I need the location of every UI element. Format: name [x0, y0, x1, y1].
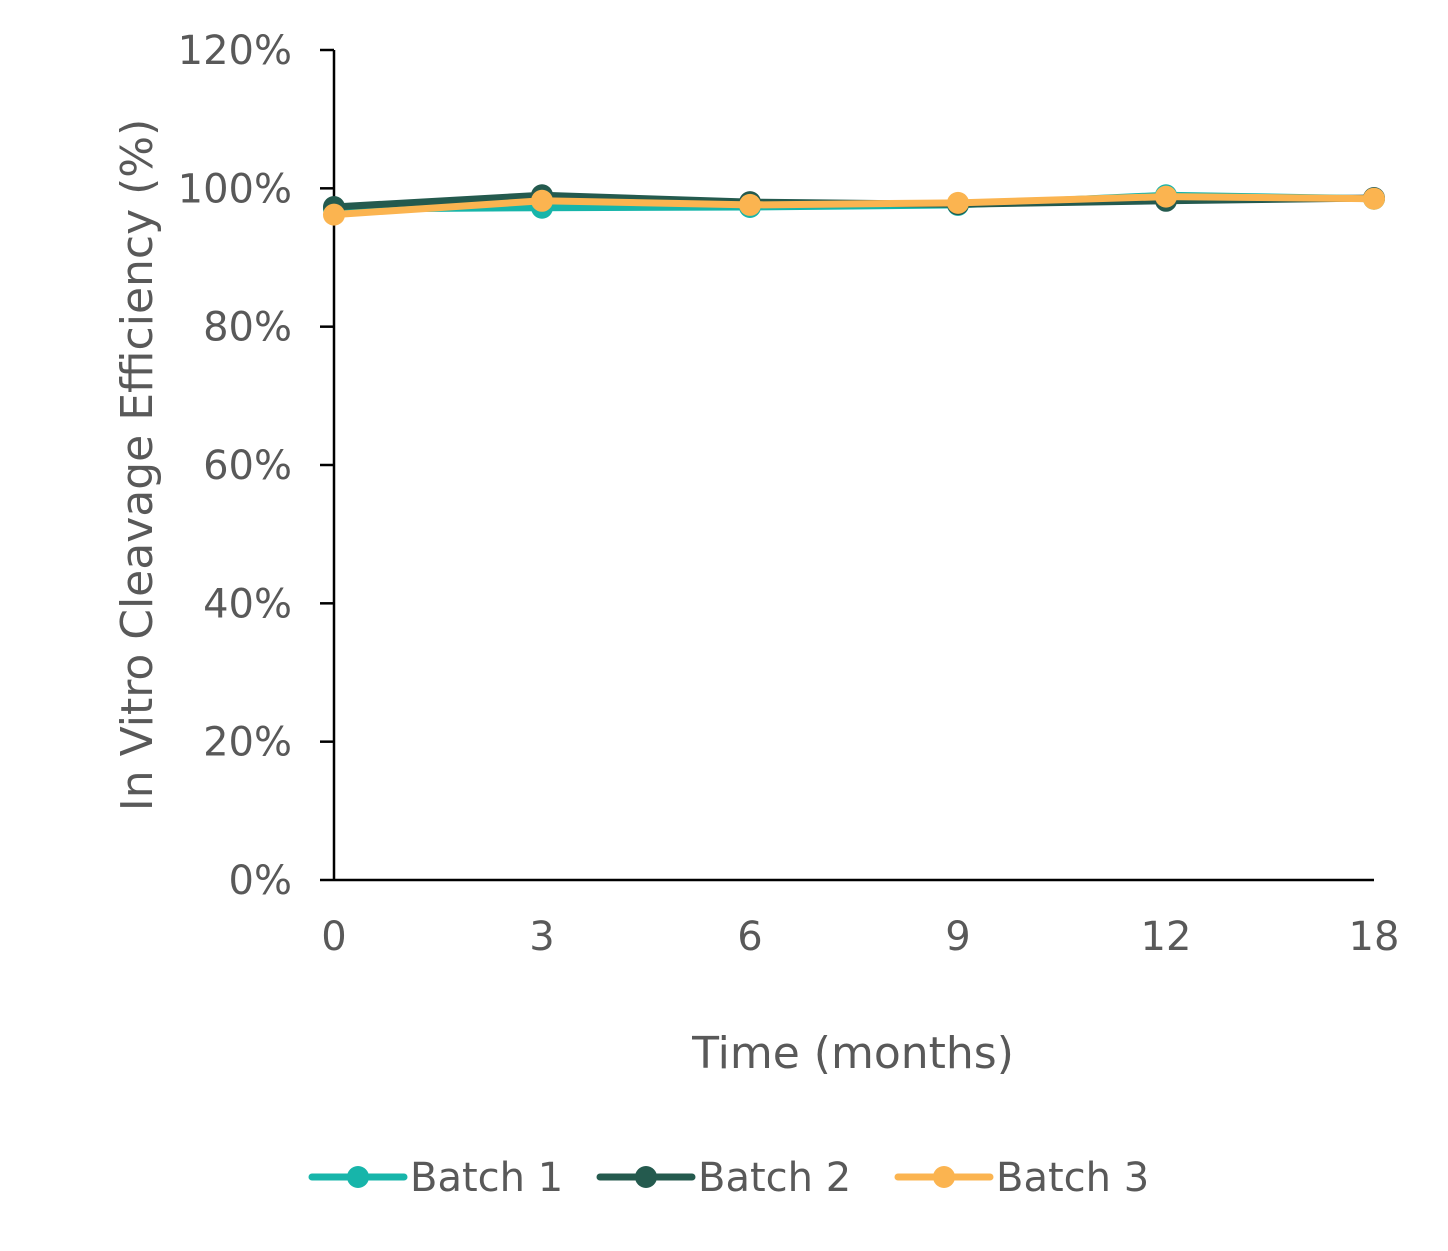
- x-tick-label: 9: [945, 914, 970, 960]
- y-axis-ticks: 0% 20% 40% 60% 80% 100% 120%: [178, 28, 334, 904]
- legend-label: Batch 1: [410, 1155, 563, 1201]
- data-point: [947, 191, 969, 214]
- data-point: [323, 203, 345, 226]
- data-point: [739, 193, 761, 216]
- data-point: [531, 189, 553, 212]
- axes: [332, 50, 1374, 882]
- x-axis-title: Time (months): [691, 1028, 1014, 1079]
- series-3: [323, 185, 1385, 226]
- y-tick-label: 60%: [203, 443, 292, 489]
- legend: Batch 1 Batch 2 Batch 3: [308, 1155, 1149, 1201]
- x-tick-label: 6: [737, 914, 762, 960]
- y-tick-label: 120%: [178, 28, 292, 74]
- y-tick-label: 20%: [203, 720, 292, 766]
- legend-item: Batch 2: [596, 1155, 851, 1201]
- x-tick-label: 0: [321, 914, 346, 960]
- series-layer: [323, 184, 1385, 226]
- series-line: [330, 193, 1378, 219]
- y-tick-label: 40%: [203, 581, 292, 627]
- data-point: [1363, 187, 1385, 210]
- x-tick-label: 18: [1349, 914, 1400, 960]
- y-axis-title: In Vitro Cleavage Efficiency (%): [112, 119, 163, 812]
- legend-swatch-marker: [635, 1166, 657, 1188]
- legend-label: Batch 3: [996, 1155, 1149, 1201]
- legend-swatch-marker: [347, 1166, 369, 1188]
- legend-label: Batch 2: [698, 1155, 851, 1201]
- legend-swatch-marker: [933, 1166, 955, 1188]
- legend-item: Batch 1: [308, 1155, 563, 1201]
- x-axis-ticks: 0 3 6 9 12 18: [321, 914, 1399, 960]
- x-tick-label: 3: [529, 914, 554, 960]
- y-tick-label: 0%: [229, 858, 292, 904]
- data-point: [1155, 185, 1177, 208]
- legend-item: Batch 3: [894, 1155, 1149, 1201]
- y-tick-label: 100%: [178, 166, 292, 212]
- x-tick-label: 12: [1141, 914, 1192, 960]
- y-tick-label: 80%: [203, 305, 292, 351]
